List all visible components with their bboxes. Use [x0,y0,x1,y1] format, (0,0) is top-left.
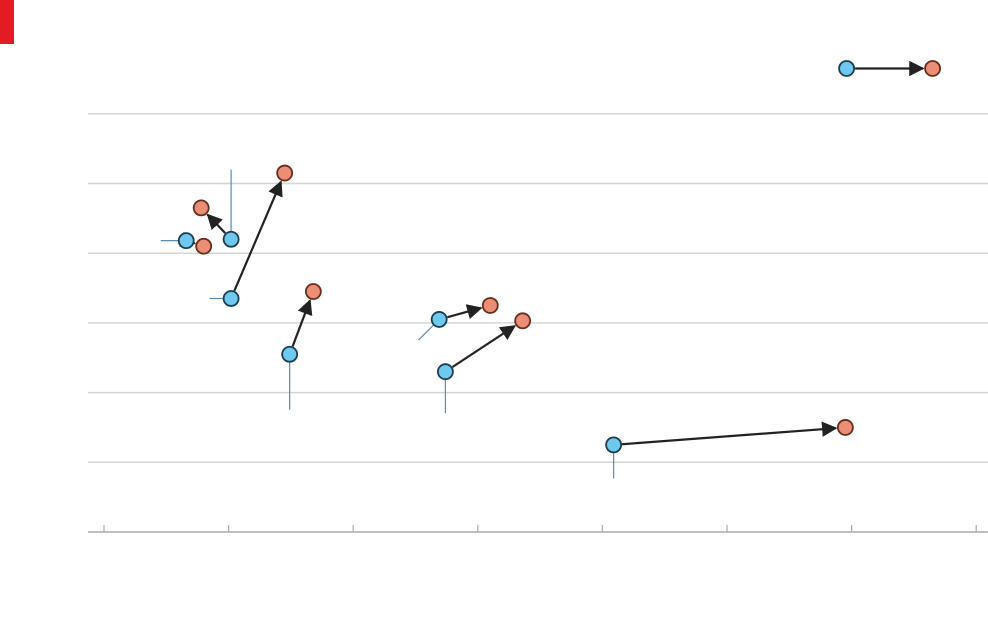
brand-mark [0,0,14,44]
end-point [195,237,213,255]
change-arrow [206,213,227,234]
data-points [177,60,941,454]
start-point [222,230,240,248]
start-point [177,232,195,250]
end-point [924,60,941,77]
change-arrow [233,180,283,292]
start-point [222,290,240,307]
end-point [481,297,499,314]
change-arrows [179,60,925,446]
leader-line [418,324,435,341]
start-point [281,345,299,363]
end-point [304,283,322,300]
end-point [276,164,294,182]
gridlines [88,113,988,464]
leader-lines [160,169,615,479]
end-point [514,312,532,330]
change-arrow [291,298,313,347]
end-point [836,419,854,436]
start-point [605,436,623,454]
change-arrow [447,304,483,320]
start-point [437,363,454,381]
end-point [192,199,210,217]
change-arrow [451,325,517,368]
x-axis [88,525,988,533]
start-point [838,60,856,77]
start-point [430,311,448,328]
change-arrow [622,421,838,446]
